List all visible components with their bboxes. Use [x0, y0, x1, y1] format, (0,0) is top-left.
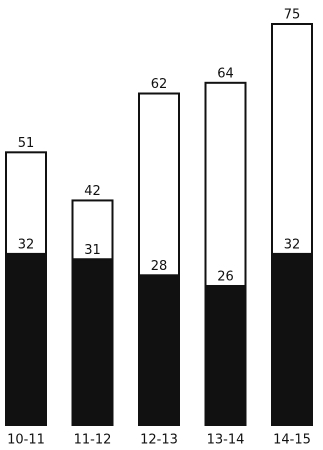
value-label: 62	[151, 77, 168, 92]
value-label: 26	[217, 269, 234, 284]
value-label: 75	[284, 8, 301, 23]
x-tick-label: 10-11	[7, 433, 45, 448]
value-label: 64	[217, 66, 234, 81]
x-tick-label: 11-12	[74, 433, 112, 448]
bar	[5, 252, 47, 426]
bar	[71, 258, 114, 426]
x-tick-label: 12-13	[140, 433, 178, 448]
value-label: 51	[18, 136, 35, 151]
value-label: 28	[151, 259, 168, 274]
bar	[138, 274, 180, 426]
value-label: 32	[284, 237, 301, 252]
bar	[271, 252, 313, 426]
x-tick-label: 14-15	[273, 433, 311, 448]
value-label: 32	[18, 237, 35, 252]
value-label: 42	[84, 184, 101, 199]
value-label: 31	[84, 243, 101, 258]
bar	[204, 284, 247, 426]
x-tick-label: 13-14	[207, 433, 245, 448]
